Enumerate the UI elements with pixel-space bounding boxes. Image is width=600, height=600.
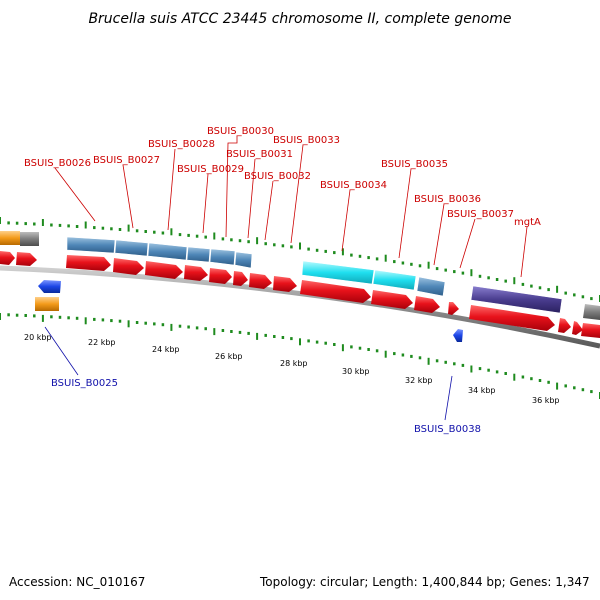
tick-label: 20 kbp xyxy=(24,333,52,342)
gene-block-gray xyxy=(20,232,39,246)
top-gene-labels xyxy=(54,136,528,278)
gene-label-bsuis-b0035: BSUIS_B0035 xyxy=(381,159,448,170)
leader-line xyxy=(444,375,453,421)
cds-arrow xyxy=(448,302,459,315)
gene-label-bsuis-b0028: BSUIS_B0028 xyxy=(148,139,215,150)
gene-block-gray-right xyxy=(583,304,600,320)
position-labels: 20 kbp 22 kbp 24 kbp 26 kbp 28 kbp 30 kb… xyxy=(24,333,560,405)
gene-track-forward xyxy=(0,231,600,320)
cds-arrow xyxy=(371,290,413,309)
gene-arrow-bsuis-b0038 xyxy=(453,329,463,342)
gene-block-bsuis-b0029 xyxy=(186,246,211,263)
map-title: Brucella suis ATCC 23445 chromosome II, … xyxy=(88,11,511,27)
gene-label-bsuis-b0031: BSUIS_B0031 xyxy=(226,149,293,160)
tick-label: 36 kbp xyxy=(532,396,560,405)
gene-block-orange xyxy=(0,231,20,245)
leader-line xyxy=(44,326,79,376)
leader-line xyxy=(122,164,134,229)
gene-block-bsuis-b0035 xyxy=(372,269,417,291)
cds-arrow xyxy=(469,305,555,331)
leader-line xyxy=(290,144,304,244)
gene-label-bsuis-b0037: BSUIS_B0037 xyxy=(447,209,514,220)
outer-tick-ring xyxy=(0,217,600,302)
tick-label: 32 kbp xyxy=(405,376,433,385)
gene-label-bsuis-b0032: BSUIS_B0032 xyxy=(244,171,311,182)
gene-block-bsuis-b0026 xyxy=(66,236,116,254)
gene-block-orange-lower xyxy=(35,297,59,311)
cds-arrow xyxy=(145,261,183,279)
cds-track xyxy=(0,251,600,338)
gene-block-bsuis-b0028 xyxy=(147,242,188,261)
cds-arrow xyxy=(273,276,297,292)
tick-label: 22 kbp xyxy=(88,338,116,347)
gene-label-bsuis-b0038: BSUIS_B0038 xyxy=(414,424,481,435)
tick-label: 24 kbp xyxy=(152,345,180,354)
gene-label-bsuis-b0027: BSUIS_B0027 xyxy=(93,155,160,166)
gene-label-bsuis-b0030: BSUIS_B0030 xyxy=(207,126,274,137)
gene-track-reverse xyxy=(35,280,463,342)
accession-text: Accession: NC_010167 xyxy=(9,575,145,589)
cds-arrow xyxy=(572,321,583,335)
leader-line xyxy=(520,226,528,278)
gene-label-mgta: mgtA xyxy=(514,217,541,228)
leader-line xyxy=(167,148,176,231)
gene-block-bsuis-b0027 xyxy=(114,239,149,257)
inner-tick-ring xyxy=(0,313,600,399)
gene-block-bsuis-b0031 xyxy=(234,251,253,269)
cds-arrow xyxy=(184,265,208,281)
tick-label: 26 kbp xyxy=(215,352,243,361)
leader-line xyxy=(459,218,476,269)
tick-label: 28 kbp xyxy=(280,359,308,368)
gene-block-bsuis-b0034 xyxy=(301,260,375,285)
gene-arrow-bsuis-b0025 xyxy=(38,280,61,293)
cds-arrow xyxy=(581,323,600,338)
cds-arrow xyxy=(414,296,440,313)
cds-arrow xyxy=(233,271,248,286)
gene-label-bsuis-b0029: BSUIS_B0029 xyxy=(177,164,244,175)
leader-line xyxy=(202,173,209,234)
gene-label-bsuis-b0026: BSUIS_B0026 xyxy=(24,158,91,169)
leader-line xyxy=(225,136,238,238)
cds-arrow xyxy=(558,318,571,333)
cds-arrow xyxy=(209,268,232,284)
chromosome-backbone xyxy=(0,265,600,349)
leader-line xyxy=(247,158,256,239)
gene-label-bsuis-b0034: BSUIS_B0034 xyxy=(320,180,387,191)
leader-line xyxy=(341,189,351,252)
cds-arrow xyxy=(16,252,37,266)
cds-arrow xyxy=(249,273,272,289)
leader-line xyxy=(54,167,96,222)
gene-label-bsuis-b0033: BSUIS_B0033 xyxy=(273,135,340,146)
cds-arrow xyxy=(300,280,371,303)
cds-arrow xyxy=(113,258,144,275)
gene-block-mgta xyxy=(470,285,563,314)
gene-label-bsuis-b0036: BSUIS_B0036 xyxy=(414,194,481,205)
leader-line xyxy=(433,203,445,266)
gene-label-bsuis-b0025: BSUIS_B0025 xyxy=(51,378,118,389)
cds-arrow xyxy=(66,255,111,271)
top-gene-label-text: BSUIS_B0026 BSUIS_B0027 BSUIS_B0028 BSUI… xyxy=(24,126,541,228)
tick-label: 30 kbp xyxy=(342,367,370,376)
gene-block-bsuis-b0030 xyxy=(209,248,236,266)
leader-line xyxy=(398,168,412,259)
gene-block-bsuis-b0036 xyxy=(416,276,446,297)
leader-line xyxy=(264,180,274,241)
bottom-gene-labels xyxy=(44,326,453,421)
tick-label: 34 kbp xyxy=(468,386,496,395)
genome-summary-text: Topology: circular; Length: 1,400,844 bp… xyxy=(259,575,590,589)
cds-arrow xyxy=(0,251,15,265)
